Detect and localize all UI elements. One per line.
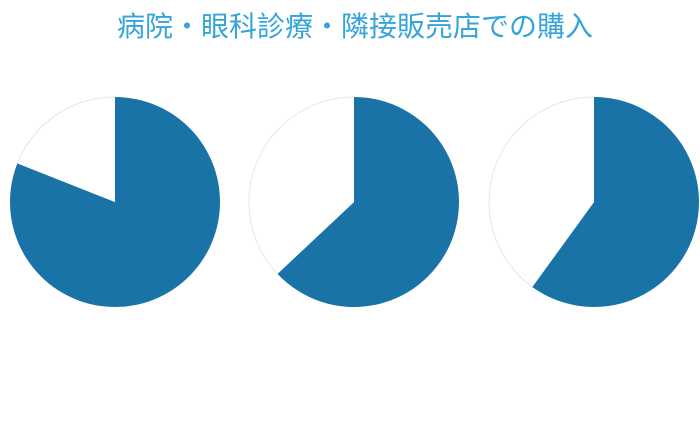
pie-slice (489, 97, 594, 287)
pie-slice (248, 97, 354, 274)
pie-slice (17, 97, 116, 202)
pie-slice (10, 97, 220, 308)
slice-outline (16, 96, 116, 164)
slice-outline (488, 96, 595, 288)
chart-title: 病院・眼科診療・隣接販売店での購入 (117, 10, 593, 43)
pie-slice (277, 97, 459, 307)
slice-outline (248, 96, 355, 275)
pie-slice (532, 97, 700, 307)
